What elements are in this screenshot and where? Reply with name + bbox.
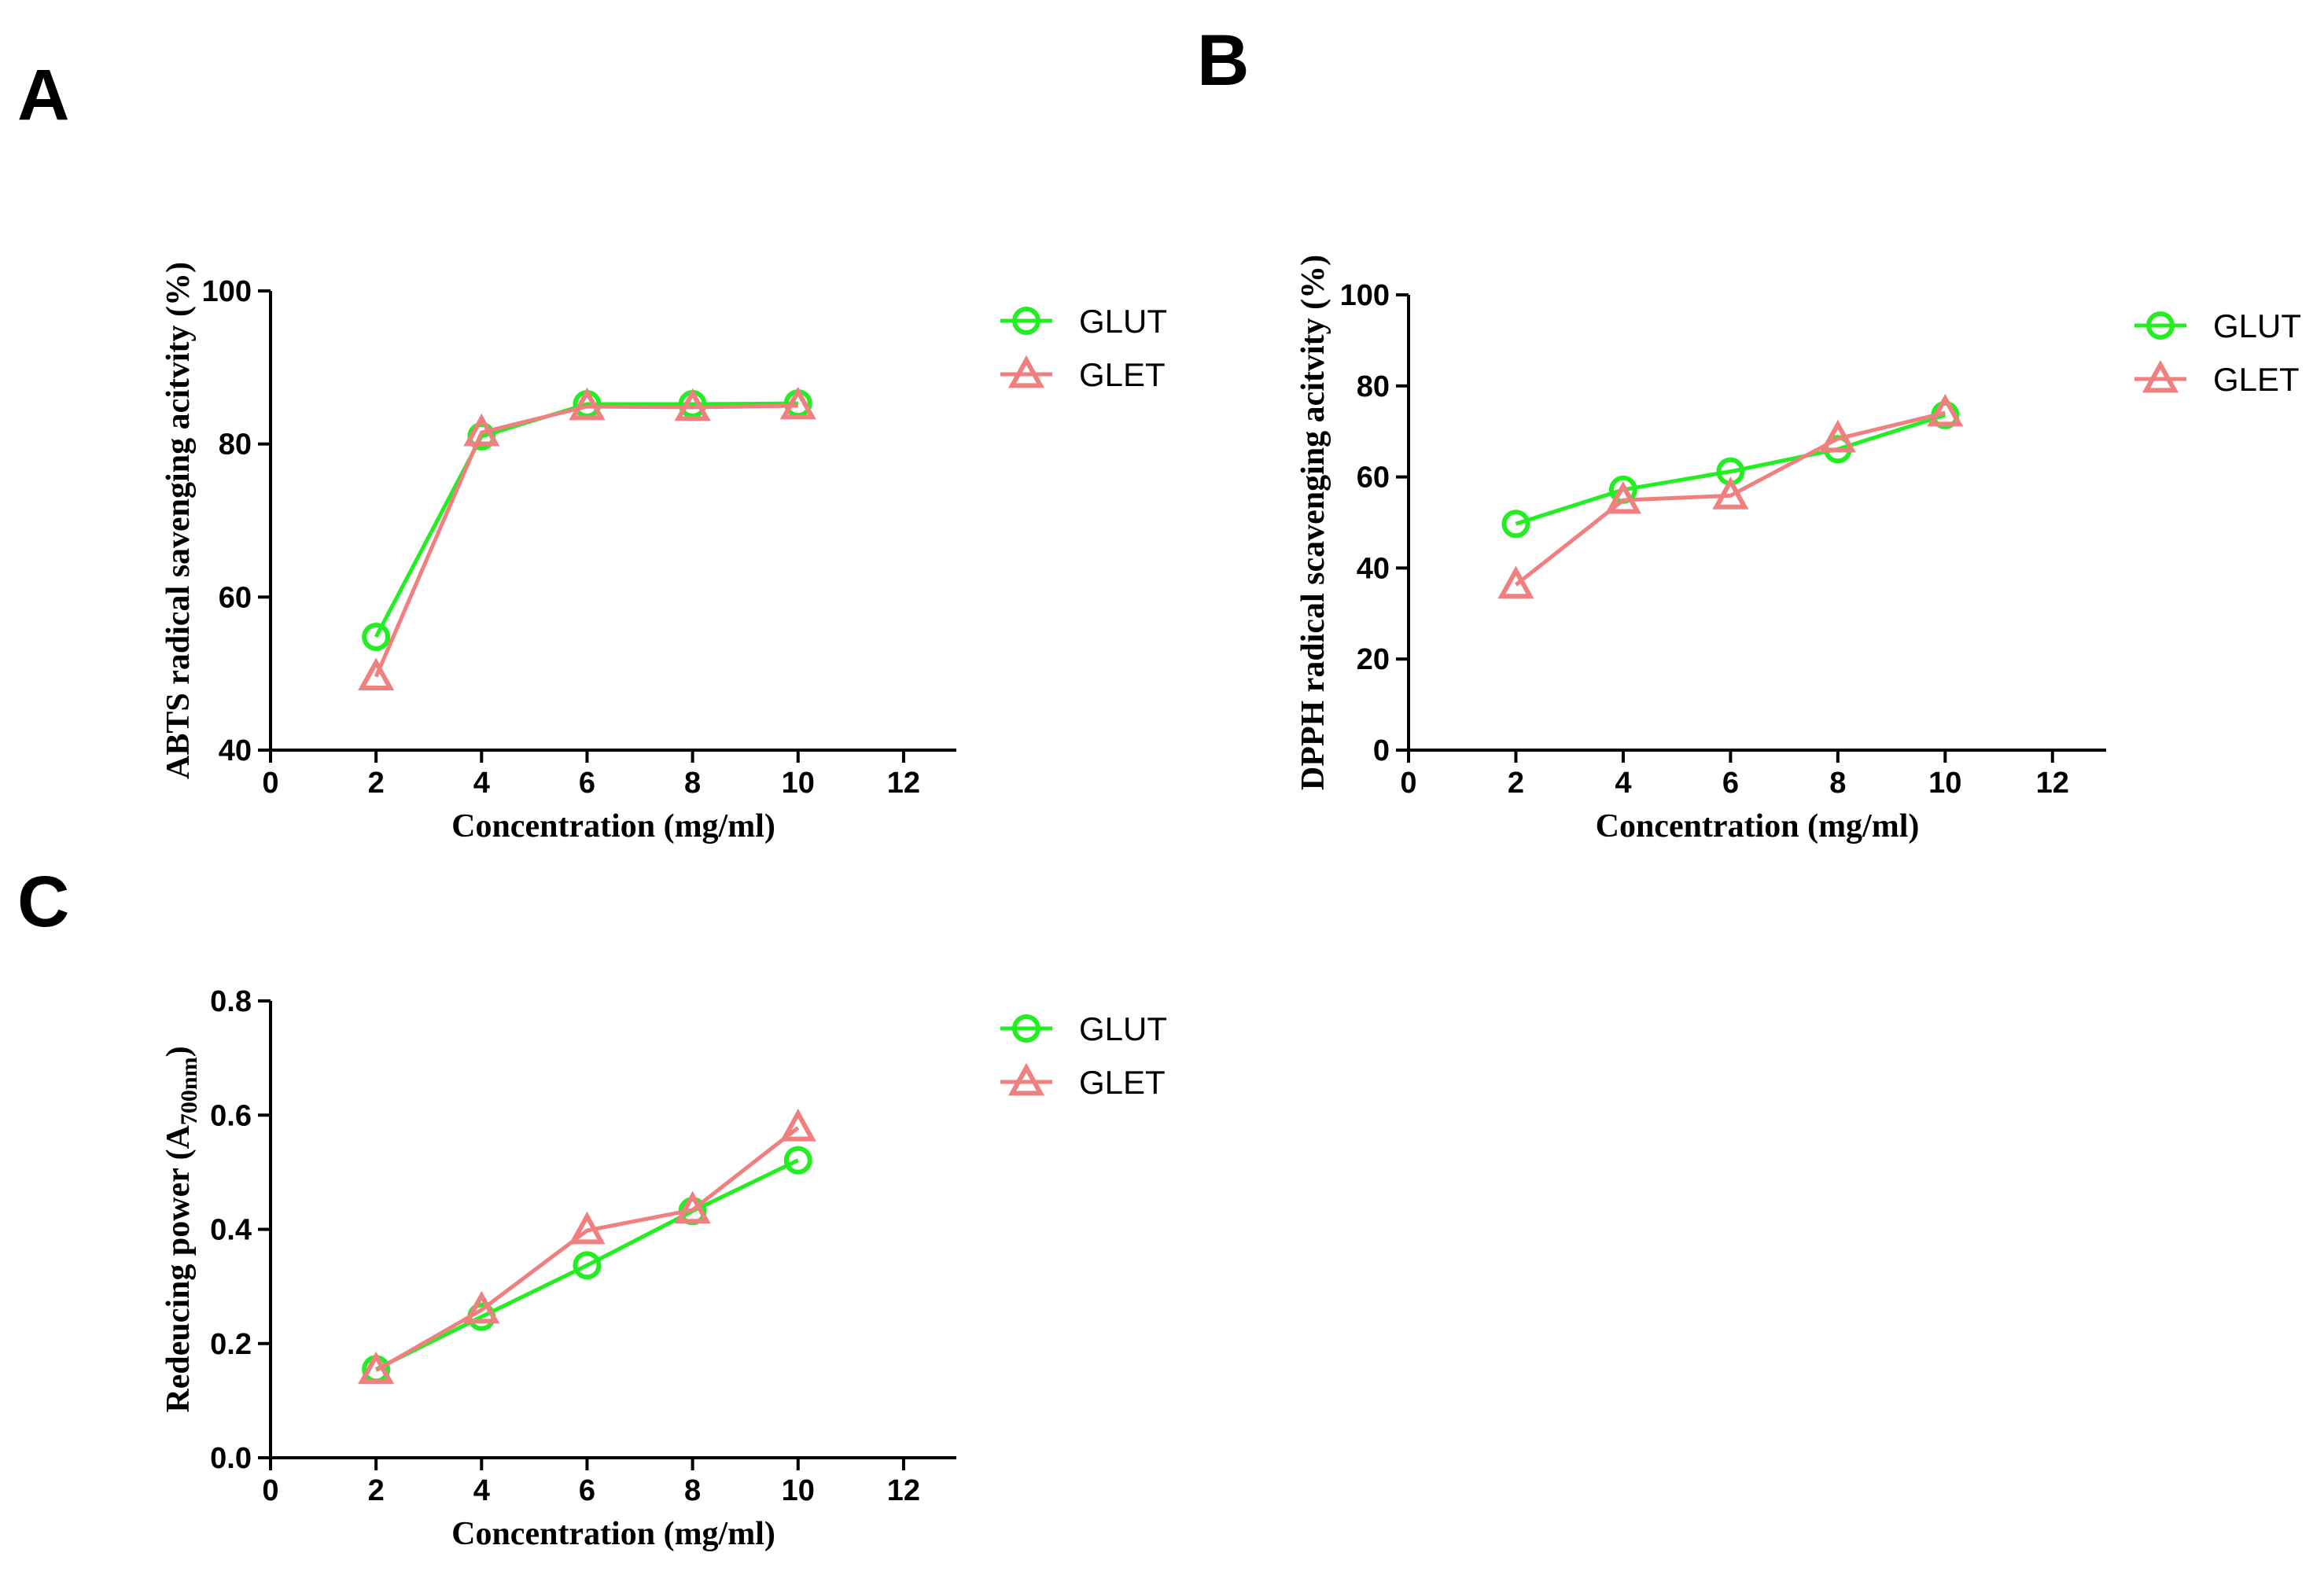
chart-b-series-glut-point xyxy=(1501,510,1530,539)
chart-c-x-tick-label: 6 xyxy=(579,1474,595,1507)
chart-b-x-tick-label: 4 xyxy=(1615,767,1631,800)
panel-label-c: C xyxy=(17,862,69,942)
chart-a-y-tick-label: 40 xyxy=(219,734,252,767)
chart-c-x-tick-label: 8 xyxy=(684,1474,701,1507)
chart-b-y-tick-label: 100 xyxy=(1340,279,1390,312)
chart-b-legend-label-glet: GLET xyxy=(2213,361,2300,398)
chart-c-legend-label-glet: GLET xyxy=(1079,1064,1166,1101)
chart-a-legend-label-glut: GLUT xyxy=(1079,303,1167,340)
chart-a-x-tick-label: 6 xyxy=(579,767,595,800)
chart-c-y-axis-title: Redeucing power (A700nm) xyxy=(160,1046,202,1412)
chart-c-legend-marker-glet xyxy=(1007,1062,1045,1096)
chart-a-series-glet-point xyxy=(463,413,500,447)
chart-a-x-tick-label: 12 xyxy=(887,767,920,800)
panel-label-b: B xyxy=(1197,20,1249,101)
panel-label-a: A xyxy=(17,55,69,135)
chart-c: 0 2 4 6 8 10 12 0.0 0.2 0.4 0.6 0.8 Concentration (m… xyxy=(160,985,1167,1552)
chart-c-series-glut-point xyxy=(573,1251,602,1280)
chart-a-x-tick-label: 10 xyxy=(782,767,815,800)
chart-a-series-glut-point xyxy=(362,622,391,651)
chart-c-y-tick-label: 0.2 xyxy=(210,1328,252,1361)
chart-a-legend-label-glet: GLET xyxy=(1079,356,1166,393)
chart-b-x-tick-label: 2 xyxy=(1508,767,1524,800)
chart-a-series-glut-line xyxy=(374,401,798,638)
chart-b-x-tick-label: 12 xyxy=(2036,767,2069,800)
chart-b-x-tick-label: 8 xyxy=(1829,767,1846,800)
chart-c-x-tick-label: 0 xyxy=(262,1474,278,1507)
chart-b-series-glet-point xyxy=(1927,393,1964,427)
chart-a-series-glet-point xyxy=(779,386,816,420)
chart-c-series-glut-line xyxy=(375,1158,799,1371)
chart-c-legend-label-glut: GLUT xyxy=(1079,1010,1167,1047)
chart-b-y-tick-label: 0 xyxy=(1373,734,1390,767)
chart-a-series-glet-point xyxy=(674,388,711,421)
chart-c-x-tick-label: 2 xyxy=(368,1474,385,1507)
chart-c-x-tick-label: 10 xyxy=(782,1474,815,1507)
chart-c-series-glet-line xyxy=(374,1126,800,1373)
chart-b-series-glet-point xyxy=(1819,419,1856,453)
chart-b-legend-marker-glut xyxy=(2146,311,2175,340)
chart-c-x-axis-title: Concentration (mg/ml) xyxy=(451,1516,775,1552)
chart-b-series-glet-line xyxy=(1514,410,1946,587)
chart-c-series-glut-point xyxy=(783,1146,812,1175)
chart-b-series-glet-point xyxy=(1497,565,1534,599)
chart-a-y-axis-title: ABTS radical savenging acitvity (%) xyxy=(160,262,197,779)
chart-b-x-tick-label: 0 xyxy=(1400,767,1416,800)
chart-b-legend-label-glut: GLUT xyxy=(2213,307,2301,344)
chart-b-x-tick-label: 6 xyxy=(1722,767,1739,800)
chart-a-x-tick-label: 2 xyxy=(368,767,385,800)
chart-a-series-glet-point xyxy=(569,387,606,421)
chart-a-series-glet-point xyxy=(358,657,395,690)
chart-b-x-axis-title: Concentration (mg/ml) xyxy=(1596,808,1920,844)
chart-b-y-tick-label: 40 xyxy=(1357,552,1390,585)
chart-b-series-glut-line xyxy=(1515,413,1946,526)
chart-a: 0 2 4 6 8 10 12 40 60 80 100 Concentration (mg/ml) A… xyxy=(160,262,1167,844)
chart-a-x-tick-label: 4 xyxy=(473,767,490,800)
chart-b-series-glet-point xyxy=(1712,476,1749,510)
chart-c-series-glet-point xyxy=(779,1109,816,1142)
chart-a-legend-marker-glut xyxy=(1012,307,1040,335)
chart-b-y-tick-label: 20 xyxy=(1357,643,1390,676)
chart-a-x-tick-label: 8 xyxy=(684,767,701,800)
chart-c-x-tick-label: 12 xyxy=(887,1474,920,1507)
chart-b-y-axis-title: DPPH radical scavenging acitvity (%) xyxy=(1295,255,1331,790)
chart-c-y-tick-label: 0.8 xyxy=(210,985,252,1018)
chart-c-legend-marker-glut xyxy=(1012,1014,1040,1043)
chart-b-legend-marker-glet xyxy=(2142,359,2179,393)
chart-c-series-glet-point xyxy=(674,1190,711,1224)
chart-c-y-tick-label: 0.4 xyxy=(210,1214,252,1247)
chart-a-y-tick-label: 80 xyxy=(219,429,252,462)
chart-c-series-glet-point xyxy=(358,1351,395,1385)
chart-a-x-tick-label: 0 xyxy=(262,767,278,800)
chart-a-y-tick-label: 60 xyxy=(219,581,252,614)
chart-b: 0 2 4 6 8 10 12 0 20 40 60 80 100 Concentration (mg/m… xyxy=(1295,255,2301,844)
chart-a-legend-marker-glet xyxy=(1007,355,1045,388)
chart-b-y-tick-label: 60 xyxy=(1357,462,1390,495)
chart-a-series-glet-line xyxy=(374,403,798,678)
chart-c-x-tick-label: 4 xyxy=(473,1474,490,1507)
chart-b-x-tick-label: 10 xyxy=(1928,767,1961,800)
chart-a-x-axis-title: Concentration (mg/ml) xyxy=(451,808,775,844)
chart-c-series-glet-point xyxy=(463,1290,500,1324)
chart-b-series-glet-point xyxy=(1604,480,1642,514)
chart-b-y-tick-label: 80 xyxy=(1357,370,1390,403)
chart-c-y-tick-label: 0.6 xyxy=(210,1099,252,1132)
chart-a-y-tick-label: 100 xyxy=(202,275,252,308)
chart-c-series-glet-point xyxy=(569,1211,606,1245)
chart-c-y-tick-label: 0.0 xyxy=(210,1442,252,1475)
